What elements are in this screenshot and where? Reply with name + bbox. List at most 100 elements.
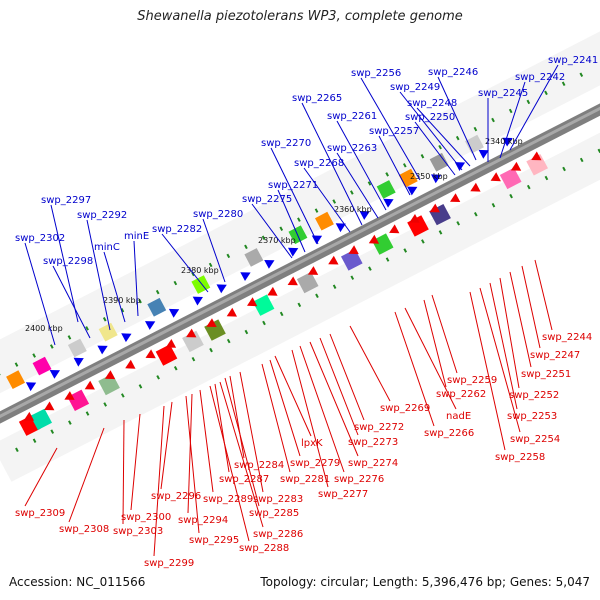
reverse-gene-label: swp_2279 (290, 458, 340, 469)
reverse-gene-label: swp_2259 (447, 375, 497, 386)
forward-gene-label: minC (94, 242, 120, 253)
reverse-gene-label: swp_2295 (189, 535, 239, 546)
reverse-gene-arrow (368, 234, 380, 244)
tick-label: 2390 kbp (103, 296, 141, 305)
reverse-gene-label: swp_2288 (239, 543, 289, 554)
tick-mark (385, 172, 389, 177)
reverse-gene-block (499, 167, 522, 190)
leader-line (270, 147, 319, 245)
forward-gene-label: swp_2270 (261, 138, 311, 149)
tick-mark (120, 308, 125, 313)
reverse-gene-label: swp_2273 (348, 437, 398, 448)
reverse-gene-arrow (23, 411, 35, 421)
reverse-gene-label: swp_2285 (249, 508, 299, 519)
reverse-gene-label: swp_2294 (178, 515, 228, 526)
reverse-gene-arrow (429, 203, 440, 213)
leader-line (202, 218, 226, 283)
reverse-gene-block (252, 294, 275, 316)
genome-backbone (0, 103, 600, 424)
leader-line (319, 337, 359, 436)
reverse-gene-arrow (186, 328, 197, 338)
reverse-gene-label: swp_2284 (234, 460, 284, 471)
forward-gene-arrow (383, 198, 394, 208)
leader-line (378, 135, 411, 196)
leader-line (52, 265, 91, 339)
tick-mark (155, 289, 160, 295)
reverse-gene-label: swp_2309 (15, 508, 65, 519)
reverse-gene-label: swp_2308 (59, 524, 109, 535)
tick-mark (14, 362, 19, 367)
reverse-gene-arrow (206, 318, 217, 327)
tick-mark (261, 235, 266, 241)
reverse-gene-label: lpxK (301, 438, 323, 449)
tick-mark (68, 420, 72, 425)
tick-mark (226, 253, 231, 259)
reverse-gene-label: swp_2287 (219, 474, 269, 485)
leader-line (360, 77, 421, 181)
forward-gene-block (67, 338, 87, 358)
reverse-gene-arrow (125, 359, 136, 369)
tick-mark (49, 344, 54, 349)
forward-gene-block (465, 134, 484, 154)
tick-mark (438, 144, 442, 150)
forward-gene-arrow (240, 272, 251, 281)
leader-line (277, 189, 306, 253)
reverse-gene-label: swp_2262 (436, 389, 486, 400)
forward-gene-arrow (288, 247, 299, 257)
reverse-gene-arrow (165, 339, 177, 348)
leader-line (509, 271, 532, 368)
reverse-gene-arrow (145, 349, 156, 359)
forward-gene-label: swp_2282 (152, 224, 202, 235)
tick-mark (544, 175, 549, 181)
tick-mark (209, 347, 213, 353)
leader-line (469, 291, 506, 451)
leader-line (24, 242, 56, 346)
reverse-gene-label: swp_2272 (354, 422, 404, 433)
reverse-gene-label: swp_2303 (113, 526, 163, 537)
tick-mark (279, 226, 284, 231)
reverse-gene-label: nadE (446, 411, 471, 422)
leader-line (68, 427, 105, 523)
tick-mark (420, 154, 425, 159)
tick-mark (473, 212, 478, 217)
leader-line (336, 120, 387, 211)
leader-line (103, 251, 126, 323)
forward-gene-arrow (216, 284, 227, 294)
reverse-gene-arrow (226, 307, 237, 317)
tick-mark (403, 248, 408, 253)
tick-mark (508, 108, 513, 114)
forward-gene-label: swp_2302 (15, 233, 65, 244)
leader-line (399, 91, 463, 171)
tick-mark (579, 157, 584, 163)
tick-mark (526, 184, 531, 190)
reverse-gene-label: swp_2283 (253, 494, 303, 505)
reverse-gene-label: swp_2277 (318, 489, 368, 500)
leader-line (187, 393, 193, 514)
tick-mark (226, 338, 231, 344)
tick-mark (102, 317, 107, 322)
tick-mark (332, 284, 337, 289)
forward-gene-label: swp_2268 (294, 158, 344, 169)
tick-mark (191, 356, 196, 362)
forward-gene-arrow (407, 186, 418, 196)
leader-line (404, 307, 457, 410)
forward-gene-label: swp_2271 (268, 180, 318, 191)
leader-line (161, 233, 209, 293)
tick-mark (562, 166, 566, 172)
tick-mark (138, 298, 142, 304)
reverse-gene-label: swp_2274 (348, 458, 398, 469)
forward-gene-block (6, 370, 25, 389)
forward-gene-label: minE (124, 231, 149, 242)
forward-gene-label: swp_2297 (41, 195, 91, 206)
tick-mark (315, 293, 319, 299)
tick-label: 2360 kbp (334, 205, 372, 214)
forward-gene-block (98, 322, 118, 342)
tick-mark (297, 217, 301, 222)
forward-gene-arrow (73, 357, 84, 367)
leader-line (431, 294, 458, 374)
leader-line (251, 203, 293, 259)
tick-label: 2340 kbp (485, 137, 523, 146)
tick-mark (120, 393, 125, 398)
leader-line (86, 219, 111, 331)
forward-gene-label: swp_2275 (242, 194, 292, 205)
